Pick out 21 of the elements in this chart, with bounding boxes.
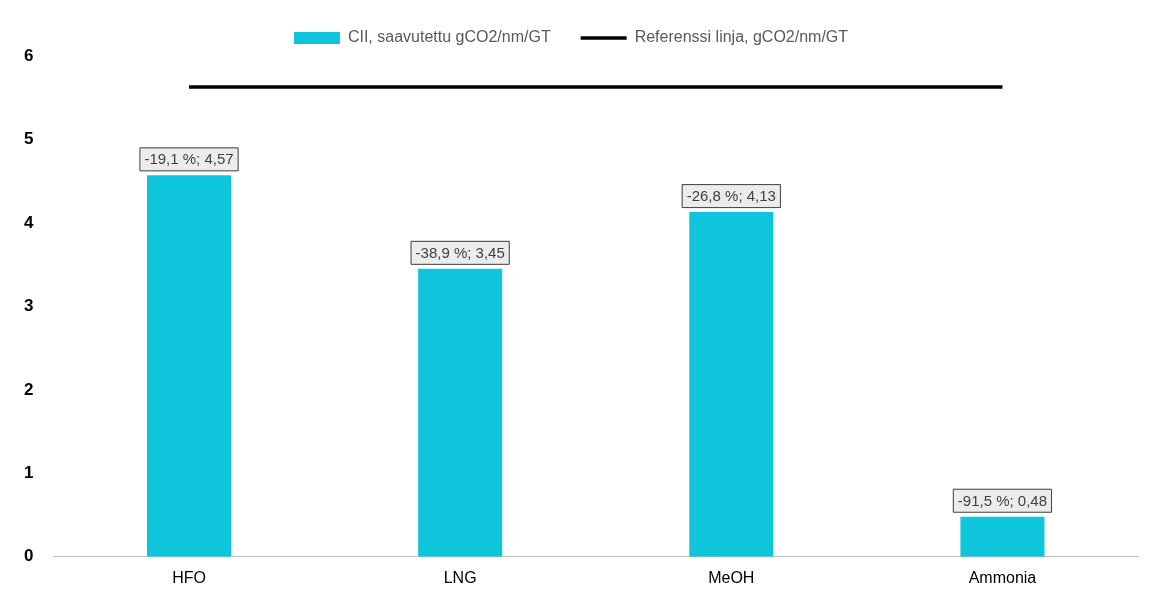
legend-label: Referenssi linja, gCO2/nm/GT [634,28,849,46]
data-label: -26,8 %; 4,13 [686,187,776,205]
legend-label: CII, saavutettu gCO2/nm/GT [347,28,551,46]
y-tick-label: 2 [23,379,34,399]
x-tick-label: LNG [443,568,477,586]
bar [418,268,503,557]
y-tick-label: 0 [23,546,34,566]
y-tick-label: 6 [23,45,34,65]
data-label: -19,1 %; 4,57 [144,150,234,168]
data-label: -91,5 %; 0,48 [957,491,1048,509]
bar [960,516,1045,557]
y-tick-label: 4 [23,212,34,232]
data-label: -38,9 %; 3,45 [415,243,505,261]
x-tick-label: HFO [172,568,206,586]
y-tick-label: 1 [23,463,34,483]
y-tick-label: 5 [23,129,34,149]
y-tick-label: 3 [23,296,34,316]
bar [147,175,232,557]
x-tick-label: MeOH [708,568,755,586]
bar [689,212,774,557]
x-tick-label: Ammonia [968,568,1037,586]
